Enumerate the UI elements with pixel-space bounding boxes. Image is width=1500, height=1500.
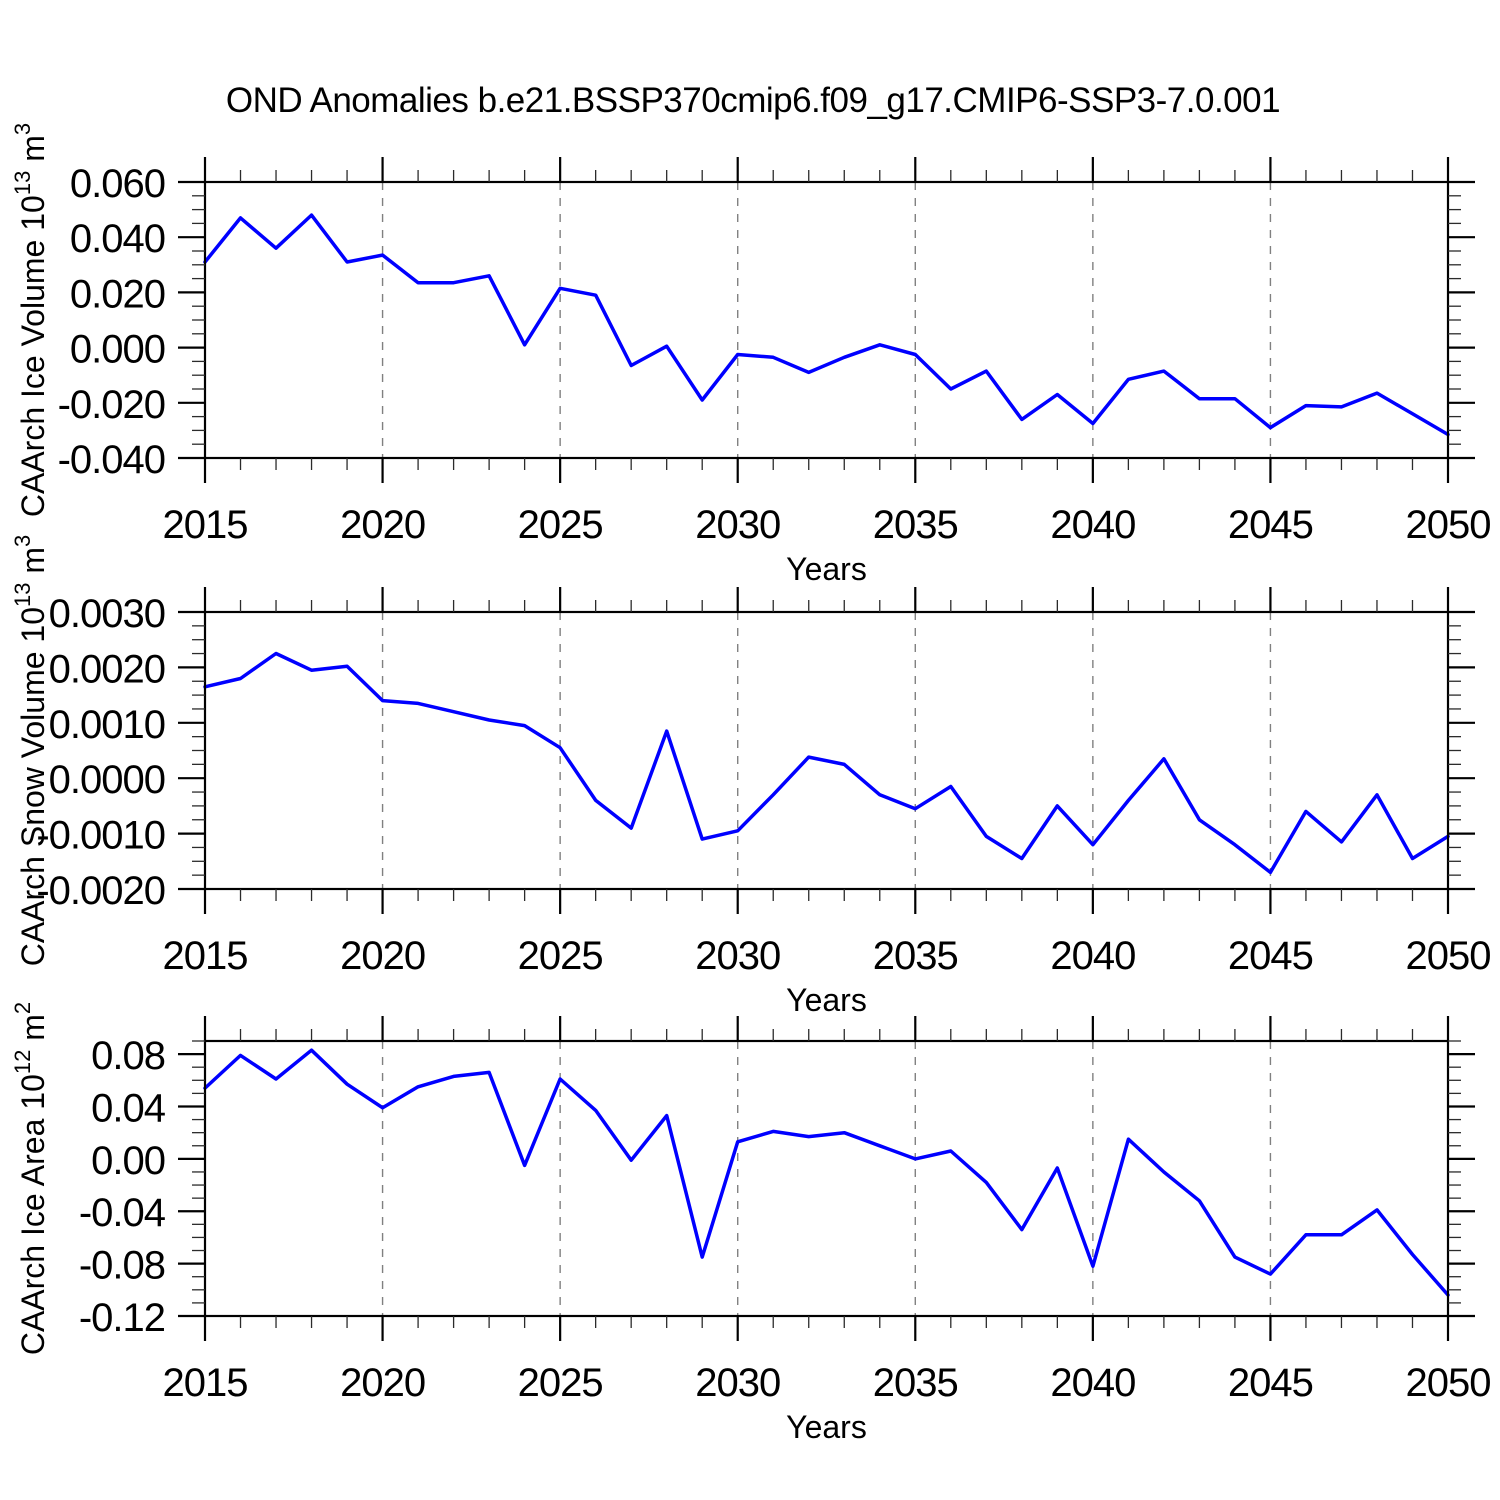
x-axis-title-caarch-snow-volume: Years bbox=[786, 982, 867, 1018]
gridlines-caarch-ice-volume bbox=[381, 182, 1272, 458]
data-line-caarch-ice-volume bbox=[203, 213, 1450, 437]
x-tick-label-2035: 2035 bbox=[873, 1361, 958, 1405]
x-tick-label-2020: 2020 bbox=[340, 934, 425, 978]
gridlines-caarch-ice-area bbox=[381, 1041, 1272, 1316]
x-tick-label-2045: 2045 bbox=[1228, 1361, 1313, 1405]
x-axis-title-caarch-ice-volume: Years bbox=[786, 551, 867, 587]
y-tick-label: 0.0010 bbox=[49, 703, 165, 747]
y-tick-label: 0.04 bbox=[91, 1086, 166, 1130]
plot-frame-caarch-ice-volume bbox=[203, 180, 1450, 460]
data-line-caarch-snow-volume bbox=[203, 651, 1450, 875]
y-axis-caarch-snow-volume: -0.0020 -0.0010 0.0000 0.0010 0.0020 0.0030 bbox=[36, 592, 1475, 913]
plot-frame-caarch-snow-volume bbox=[203, 610, 1450, 891]
x-axis-caarch-snow-volume: 2015 2020 2025 2030 2035 2040 2045 2050 bbox=[163, 587, 1491, 978]
y-axis-title-caarch-ice-area: CAArch Ice Area 1012 m2 bbox=[10, 1002, 51, 1355]
x-tick-label-2040: 2040 bbox=[1050, 934, 1135, 978]
y-tick-label: 0.0020 bbox=[49, 647, 165, 691]
y-tick-label: 0.00 bbox=[91, 1139, 165, 1183]
y-tick-label: 0.0030 bbox=[49, 592, 165, 636]
y-tick-label: -0.0020 bbox=[36, 869, 165, 913]
x-tick-label-2050: 2050 bbox=[1406, 1361, 1491, 1405]
x-tick-label-2050: 2050 bbox=[1406, 934, 1491, 978]
figure-title: OND Anomalies b.e21.BSSP370cmip6.f09_g17… bbox=[226, 81, 1280, 120]
x-tick-label-2040: 2040 bbox=[1050, 1361, 1135, 1405]
y-tick-label: 0.040 bbox=[70, 217, 165, 261]
x-tick-label-2020: 2020 bbox=[340, 503, 425, 547]
y-tick-label: 0.020 bbox=[70, 272, 165, 316]
gridlines-caarch-snow-volume bbox=[381, 612, 1272, 889]
y-tick-label: -0.12 bbox=[79, 1296, 165, 1340]
plot-frame-caarch-ice-area bbox=[203, 1039, 1450, 1318]
x-tick-label-2040: 2040 bbox=[1050, 503, 1135, 547]
y-tick-label: -0.04 bbox=[79, 1191, 166, 1235]
x-tick-label-2035: 2035 bbox=[873, 934, 958, 978]
y-tick-label: 0.000 bbox=[70, 328, 165, 372]
x-tick-label-2050: 2050 bbox=[1406, 503, 1491, 547]
x-tick-label-2030: 2030 bbox=[695, 934, 780, 978]
data-line-caarch-ice-area bbox=[203, 1048, 1450, 1297]
x-tick-label-2045: 2045 bbox=[1228, 934, 1313, 978]
x-axis-caarch-ice-area: 2015 2020 2025 2030 2035 2040 2045 2050 bbox=[163, 1016, 1491, 1405]
x-tick-label-2020: 2020 bbox=[340, 1361, 425, 1405]
chart-caarch-snow-volume: 2015 2020 2025 2030 2035 2040 2045 2050-0.0020-… bbox=[10, 535, 1491, 1018]
y-tick-label: -0.0010 bbox=[36, 814, 165, 858]
chart-caarch-ice-area: 2015 2020 2025 2030 2035 2040 2045 2050-0.12-0.… bbox=[10, 1002, 1491, 1445]
y-tick-label: -0.08 bbox=[79, 1244, 165, 1288]
y-tick-label: -0.040 bbox=[58, 438, 165, 482]
x-axis-caarch-ice-volume: 2015 2020 2025 2030 2035 2040 2045 2050 bbox=[163, 157, 1491, 547]
x-tick-label-2045: 2045 bbox=[1228, 503, 1313, 547]
y-axis-title-caarch-ice-volume: CAArch Ice Volume 1013 m3 bbox=[10, 123, 51, 517]
y-axis-caarch-ice-volume: -0.040 -0.020 0.000 0.020 0.040 0.060 bbox=[58, 162, 1475, 482]
x-tick-label-2025: 2025 bbox=[518, 503, 603, 547]
x-tick-label-2015: 2015 bbox=[163, 503, 248, 547]
x-tick-label-2030: 2030 bbox=[695, 503, 780, 547]
x-tick-label-2025: 2025 bbox=[518, 1361, 603, 1405]
y-tick-label: -0.020 bbox=[58, 383, 165, 427]
x-tick-label-2025: 2025 bbox=[518, 934, 603, 978]
y-tick-label: 0.060 bbox=[70, 162, 165, 206]
x-tick-label-2030: 2030 bbox=[695, 1361, 780, 1405]
y-axis-title-caarch-snow-volume: CAArch Snow Volume 1013 m3 bbox=[10, 535, 51, 967]
y-axis-caarch-ice-area: -0.12 -0.08 -0.04 0.00 0.04 0.08 bbox=[79, 1034, 1475, 1340]
y-tick-label: 0.0000 bbox=[49, 758, 165, 802]
x-tick-label-2015: 2015 bbox=[163, 1361, 248, 1405]
y-tick-label: 0.08 bbox=[91, 1034, 165, 1078]
x-tick-label-2015: 2015 bbox=[163, 934, 248, 978]
x-axis-title-caarch-ice-area: Years bbox=[786, 1409, 867, 1445]
chart-caarch-ice-volume: 2015 2020 2025 2030 2035 2040 2045 2050-0.040-0… bbox=[10, 123, 1491, 587]
x-tick-label-2035: 2035 bbox=[873, 503, 958, 547]
